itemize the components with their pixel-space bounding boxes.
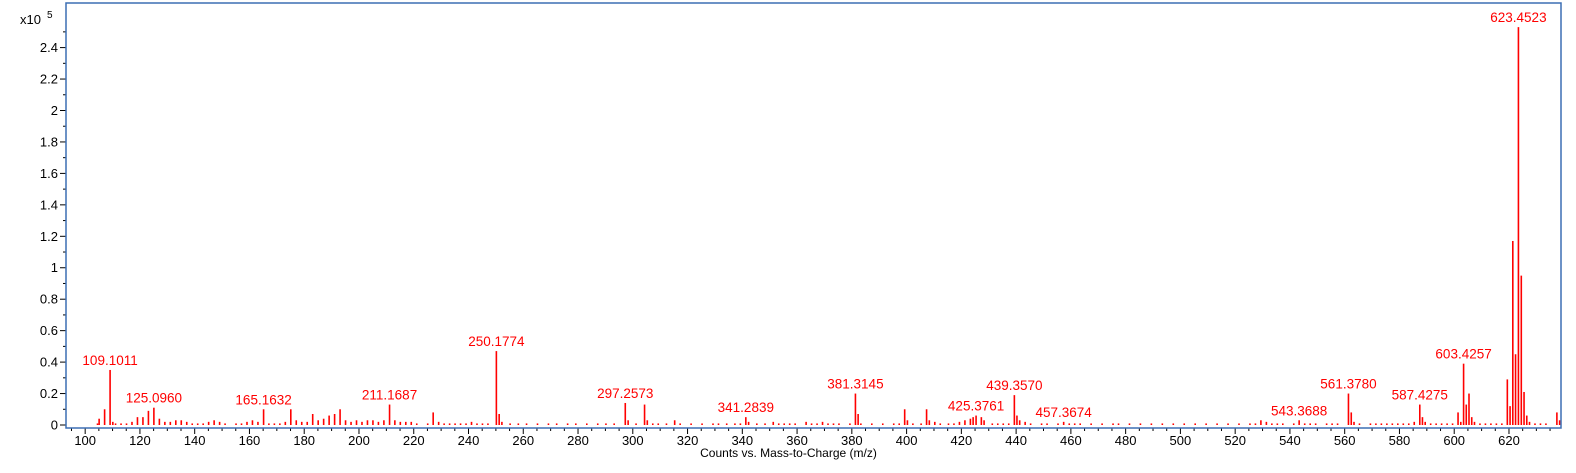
peak-label: 561.3780 [1320, 377, 1376, 392]
x-tick-label: 620 [1498, 433, 1520, 448]
peak-label: 587.4275 [1392, 388, 1448, 403]
x-tick-label: 440 [1005, 433, 1027, 448]
x-tick-label: 480 [1115, 433, 1137, 448]
x-tick-label: 380 [841, 433, 863, 448]
x-tick-label: 100 [74, 433, 96, 448]
x-tick-label: 600 [1443, 433, 1465, 448]
peak-label: 341.2839 [718, 400, 774, 415]
x-tick-label: 120 [129, 433, 151, 448]
y-multiplier-label: x10 5 [20, 10, 53, 27]
peak-label: 125.0960 [126, 391, 182, 406]
x-tick-label: 220 [403, 433, 425, 448]
x-tick-label: 340 [731, 433, 753, 448]
peaks-layer [96, 27, 1561, 425]
y-multiplier-exponent: 5 [47, 10, 53, 21]
y-tick-label: 0.2 [40, 386, 58, 401]
x-tick-label: 560 [1334, 433, 1356, 448]
peak-label: 543.3688 [1271, 403, 1327, 418]
y-tick-label: 1.6 [40, 166, 58, 181]
plot-frame [65, 2, 1562, 429]
y-tick-label: 1.4 [40, 197, 58, 212]
y-tick-label: 0 [51, 418, 58, 433]
peak-label: 603.4257 [1435, 347, 1491, 362]
y-tick-label: 2.2 [40, 72, 58, 87]
x-axis-title: Counts vs. Mass-to-Charge (m/z) [700, 446, 877, 460]
x-tick-label: 180 [293, 433, 315, 448]
peak-label: 109.1011 [82, 353, 137, 368]
x-tick-label: 140 [184, 433, 206, 448]
peak-labels-layer: 109.1011 125.0960 165.1632 211.1687 250.1774… [82, 10, 1546, 420]
peak-label: 623.4523 [1490, 10, 1546, 25]
y-tick-label: 2.4 [40, 40, 58, 55]
peak-label: 381.3145 [827, 377, 883, 392]
x-tick-label: 420 [951, 433, 973, 448]
x-tick-label: 240 [458, 433, 480, 448]
y-tick-label: 1.2 [40, 229, 58, 244]
x-tick-label: 580 [1389, 433, 1411, 448]
x-tick-label: 360 [786, 433, 808, 448]
y-tick-label: 0.6 [40, 323, 58, 338]
x-tick-label: 280 [567, 433, 589, 448]
x-tick-label: 200 [348, 433, 370, 448]
x-tick-label: 260 [512, 433, 534, 448]
peak-label: 165.1632 [235, 392, 291, 407]
peak-label: 297.2573 [597, 386, 653, 401]
x-tick-label: 400 [896, 433, 918, 448]
peak-label: 211.1687 [362, 388, 417, 403]
x-tick-label: 460 [1060, 433, 1082, 448]
peak-label: 425.3761 [948, 399, 1004, 414]
x-tick-label: 320 [677, 433, 699, 448]
y-tick-label: 1.8 [40, 134, 58, 149]
y-tick-label: 0.4 [40, 355, 58, 370]
peak-label: 250.1774 [468, 334, 525, 349]
y-tick-label: 2 [51, 103, 58, 118]
x-tick-label: 500 [1170, 433, 1192, 448]
x-tick-label: 160 [239, 433, 261, 448]
x-tick-label: 540 [1279, 433, 1301, 448]
y-tick-label: 0.8 [40, 292, 58, 307]
peak-label: 439.3570 [986, 378, 1042, 393]
x-tick-label: 300 [622, 433, 644, 448]
y-tick-label: 1 [51, 260, 58, 275]
y-multiplier-base: x10 [20, 12, 41, 27]
x-tick-label: 520 [1224, 433, 1246, 448]
peak-label: 457.3674 [1036, 405, 1093, 420]
